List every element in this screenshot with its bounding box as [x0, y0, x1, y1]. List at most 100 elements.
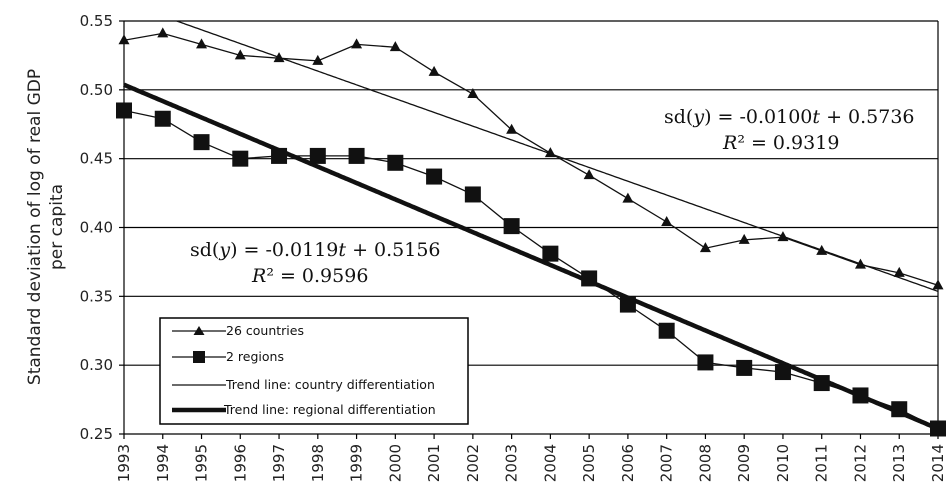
legend-item-26-countries: 26 countries — [172, 323, 304, 338]
legend-label-2-regions: 2 regions — [226, 349, 284, 364]
square-point-2-regions — [619, 296, 636, 313]
triangle-point-26-countries — [661, 215, 673, 226]
x-tick-label: 2005 — [580, 444, 598, 482]
y-axis-title-line-2: per capita — [47, 184, 67, 270]
x-tick-label: 2014 — [929, 444, 947, 482]
triangle-point-26-countries — [428, 65, 440, 76]
triangle-point-26-countries — [854, 258, 866, 269]
square-point-2-regions — [852, 387, 869, 404]
square-point-2-regions — [813, 375, 830, 392]
country-trend-r2: R² = 0.9319 — [722, 132, 839, 154]
legend-item-regional-trend: Trend line: regional differentiation — [172, 402, 436, 417]
square-point-2-regions — [116, 102, 132, 119]
triangle-point-26-countries — [699, 242, 711, 253]
square-point-2-regions — [697, 354, 714, 371]
triangle-point-26-countries — [389, 41, 401, 52]
y-tick-labels: 0.25 0.30 0.35 0.40 0.45 0.50 0.55 — [80, 12, 113, 443]
y-tick-label: 0.50 — [80, 81, 113, 99]
y-tick-label: 0.55 — [80, 12, 113, 30]
triangle-point-26-countries — [932, 279, 944, 290]
legend-label-country-trend: Trend line: country differentiation — [225, 377, 435, 392]
x-tick-label: 1998 — [309, 444, 327, 482]
x-tick-label: 1994 — [154, 444, 172, 482]
x-tick-label: 2003 — [503, 444, 521, 482]
x-tick-label: 1993 — [115, 444, 133, 482]
x-tick-label: 2001 — [425, 444, 443, 482]
x-tick-label: 2002 — [464, 444, 482, 482]
x-tick-label: 1996 — [231, 444, 249, 482]
square-point-2-regions — [193, 134, 210, 151]
y-tick-label: 0.45 — [80, 150, 113, 168]
triangle-point-26-countries — [234, 49, 246, 60]
triangle-point-26-countries — [583, 169, 595, 180]
triangle-point-26-countries — [273, 52, 285, 63]
triangle-point-26-countries — [467, 87, 479, 98]
legend-item-country-trend: Trend line: country differentiation — [172, 377, 435, 392]
x-tick-label: 2010 — [774, 444, 792, 482]
triangle-point-26-countries — [893, 266, 905, 277]
square-point-2-regions — [930, 420, 946, 437]
triangle-point-26-countries — [777, 231, 789, 242]
x-tick-label: 1995 — [193, 444, 211, 482]
triangle-point-26-countries — [622, 192, 634, 203]
triangle-point-26-countries — [816, 244, 828, 255]
regional-trend-equation: sd(y) = -0.0119t + 0.5156 — [190, 239, 441, 261]
triangle-point-26-countries — [738, 233, 750, 244]
triangle-point-26-countries — [506, 123, 518, 134]
series-line-2-regions — [123, 109, 939, 430]
square-point-2-regions — [426, 168, 443, 185]
legend-label-26-countries: 26 countries — [226, 323, 304, 338]
triangle-point-26-countries — [544, 147, 556, 158]
triangle-point-26-countries — [312, 54, 324, 65]
square-point-2-regions — [154, 110, 171, 127]
square-point-2-regions — [581, 270, 598, 287]
legend-box — [159, 317, 469, 425]
legend: 26 countries 2 regions Trend line: count… — [159, 317, 469, 425]
legend-item-2-regions: 2 regions — [172, 349, 284, 364]
square-point-2-regions — [503, 218, 520, 235]
x-tick-label: 2006 — [619, 444, 637, 482]
triangle-point-26-countries — [157, 27, 169, 38]
square-point-2-regions — [232, 150, 249, 167]
x-tick-labels: 1993 1994 1995 1996 1997 1998 1999 2000 2001 2002… — [115, 444, 947, 482]
square-point-2-regions — [464, 186, 481, 203]
x-tick-label: 1997 — [270, 444, 288, 482]
triangle-point-26-countries — [118, 34, 130, 45]
square-point-2-regions — [891, 401, 908, 418]
square-point-2-regions — [271, 147, 288, 164]
data-series — [116, 27, 946, 437]
y-tick-label: 0.40 — [80, 219, 113, 237]
trend-line-country — [176, 20, 939, 293]
x-tick-label: 2012 — [851, 444, 869, 482]
regional-trend-r2: R² = 0.9596 — [251, 265, 368, 287]
country-trend-equation: sd(y) = -0.0100t + 0.5736 — [664, 106, 915, 128]
x-tick-label: 2009 — [735, 444, 753, 482]
square-point-2-regions — [542, 245, 559, 262]
square-point-2-regions — [658, 322, 675, 339]
x-tick-label: 2011 — [813, 444, 831, 482]
trend-lines — [123, 20, 939, 431]
legend-label-regional-trend: Trend line: regional differentiation — [223, 402, 436, 417]
square-point-2-regions — [348, 147, 365, 164]
triangle-marker-icon — [193, 326, 205, 335]
square-point-2-regions — [387, 154, 404, 171]
square-point-2-regions — [309, 147, 326, 164]
y-tick-label: 0.25 — [80, 425, 113, 443]
y-axis-title-line-1: Standard deviation of log of real GDP — [25, 69, 45, 385]
y-tick-label: 0.30 — [80, 356, 113, 374]
x-tick-label: 2013 — [890, 444, 908, 482]
square-point-2-regions — [736, 359, 753, 376]
x-tick-label: 2004 — [541, 444, 559, 482]
triangle-point-26-countries — [196, 38, 208, 49]
x-tick-label: 2000 — [386, 444, 404, 482]
y-tick-label: 0.35 — [80, 287, 113, 305]
x-tick-label: 1999 — [348, 444, 366, 482]
square-marker-icon — [193, 351, 205, 363]
square-point-2-regions — [774, 364, 791, 381]
triangle-point-26-countries — [351, 38, 363, 49]
trend-line-regional — [123, 82, 939, 431]
series-line-26-countries — [123, 32, 939, 286]
x-tick-label: 2007 — [658, 444, 676, 482]
x-tick-label: 2008 — [696, 444, 714, 482]
